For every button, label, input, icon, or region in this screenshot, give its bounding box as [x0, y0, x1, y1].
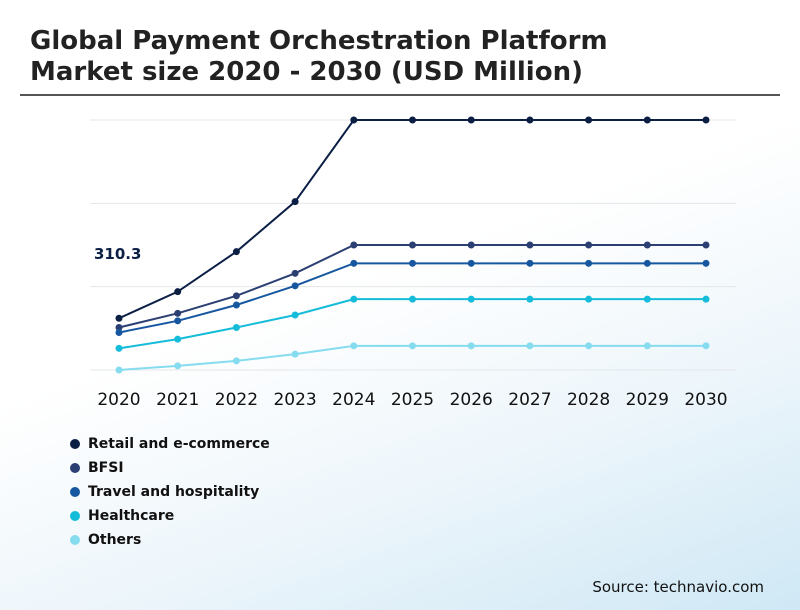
data-point-3-7: [526, 295, 534, 303]
title-divider: [20, 94, 780, 96]
data-point-1-8: [585, 241, 593, 249]
data-point-0-8: [585, 116, 593, 124]
legend-label: Healthcare: [88, 508, 175, 524]
data-point-1-4: [350, 241, 358, 249]
legend-item: Healthcare: [70, 504, 270, 528]
chart-title: Global Payment Orchestration Platform Ma…: [30, 26, 770, 88]
legend-item: Retail and e-commerce: [70, 432, 270, 456]
data-point-3-1: [174, 335, 182, 343]
data-point-3-5: [409, 295, 416, 303]
data-point-3-6: [467, 295, 475, 303]
data-point-0-5: [409, 116, 416, 124]
data-point-3-10: [702, 295, 710, 303]
data-point-1-3: [291, 269, 299, 277]
data-point-0-3: [291, 198, 299, 206]
data-point-4-8: [585, 342, 593, 350]
data-point-1-6: [467, 241, 475, 249]
data-point-1-5: [409, 241, 416, 249]
legend-label: Retail and e-commerce: [88, 436, 270, 452]
data-point-0-7: [526, 116, 534, 124]
data-point-3-9: [643, 295, 651, 303]
chart-legend: Retail and e-commerce BFSI Travel and hosp…: [70, 432, 270, 552]
data-point-4-4: [350, 342, 358, 350]
legend-marker-icon: [70, 535, 80, 545]
series-line-4: [118, 344, 706, 371]
data-point-2-10: [702, 259, 710, 267]
data-point-2-8: [585, 259, 593, 267]
data-point-4-10: [702, 342, 710, 350]
data-point-3-0: [115, 344, 123, 352]
data-point-4-6: [467, 342, 475, 350]
data-point-4-3: [291, 350, 299, 358]
x-tick-label: 2028: [567, 390, 610, 410]
data-point-3-8: [585, 295, 593, 303]
data-point-2-3: [291, 282, 299, 290]
x-tick-label: 2026: [450, 390, 493, 410]
data-point-4-9: [643, 342, 651, 350]
data-point-3-3: [291, 311, 299, 319]
data-point-3-4: [350, 295, 358, 303]
data-point-2-6: [467, 259, 475, 267]
data-point-0-0: [115, 314, 123, 322]
legend-item: Others: [70, 528, 270, 552]
data-point-2-1: [174, 317, 182, 325]
data-point-2-7: [526, 259, 534, 267]
data-point-2-2: [232, 301, 240, 309]
data-point-4-2: [232, 357, 240, 365]
data-point-1-10: [702, 241, 710, 249]
data-point-4-7: [526, 342, 534, 350]
data-point-0-1: [174, 288, 182, 296]
x-axis-ticks: 2020 2021 2022 2023 2024 2025 2026 2027 2028 2029…: [97, 390, 727, 410]
data-point-4-5: [409, 342, 416, 350]
data-point-0-6: [467, 116, 475, 124]
data-point-1-2: [232, 292, 240, 300]
legend-marker-icon: [70, 511, 80, 521]
data-point-2-5: [409, 259, 416, 267]
data-point-4-0: [115, 366, 123, 374]
x-tick-label: 2023: [273, 390, 316, 410]
x-tick-label: 2027: [508, 390, 551, 410]
data-point-1-0: [115, 324, 123, 331]
x-tick-label: 2029: [626, 390, 669, 410]
legend-marker-icon: [70, 439, 80, 449]
legend-label: Others: [88, 532, 142, 548]
legend-marker-icon: [70, 487, 80, 497]
x-tick-label: 2021: [156, 390, 199, 410]
x-tick-label: 2025: [391, 390, 434, 410]
data-point-0-9: [643, 116, 651, 124]
chart-title-line1: Global Payment Orchestration Platform: [30, 26, 608, 56]
source-note: Source: technavio.com: [592, 578, 764, 596]
data-point-3-2: [232, 324, 240, 331]
data-point-0-4: [350, 116, 358, 124]
data-point-1-7: [526, 241, 534, 249]
series-points: [115, 116, 710, 374]
data-point-4-1: [174, 362, 182, 370]
data-point-0-2: [232, 248, 240, 256]
chart-title-line2: Market size 2020 - 2030 (USD Million): [30, 57, 583, 87]
data-point-2-9: [643, 259, 651, 267]
x-tick-label: 2024: [332, 390, 375, 410]
x-tick-label: 2022: [215, 390, 258, 410]
legend-marker-icon: [70, 463, 80, 473]
x-tick-label: 2020: [97, 390, 140, 410]
legend-item: Travel and hospitality: [70, 480, 270, 504]
data-point-0-10: [702, 116, 710, 124]
data-point-2-0: [115, 329, 123, 336]
data-point-1-9: [643, 241, 651, 249]
series-line-0: [118, 119, 706, 320]
legend-label: BFSI: [88, 460, 124, 476]
legend-label: Travel and hospitality: [88, 484, 260, 500]
series-line-3: [118, 298, 706, 350]
legend-item: BFSI: [70, 456, 270, 480]
data-point-2-4: [350, 259, 358, 267]
x-tick-label: 2030: [684, 390, 727, 410]
start-value-annotation: 310.3: [94, 245, 141, 263]
data-point-1-1: [174, 309, 182, 317]
